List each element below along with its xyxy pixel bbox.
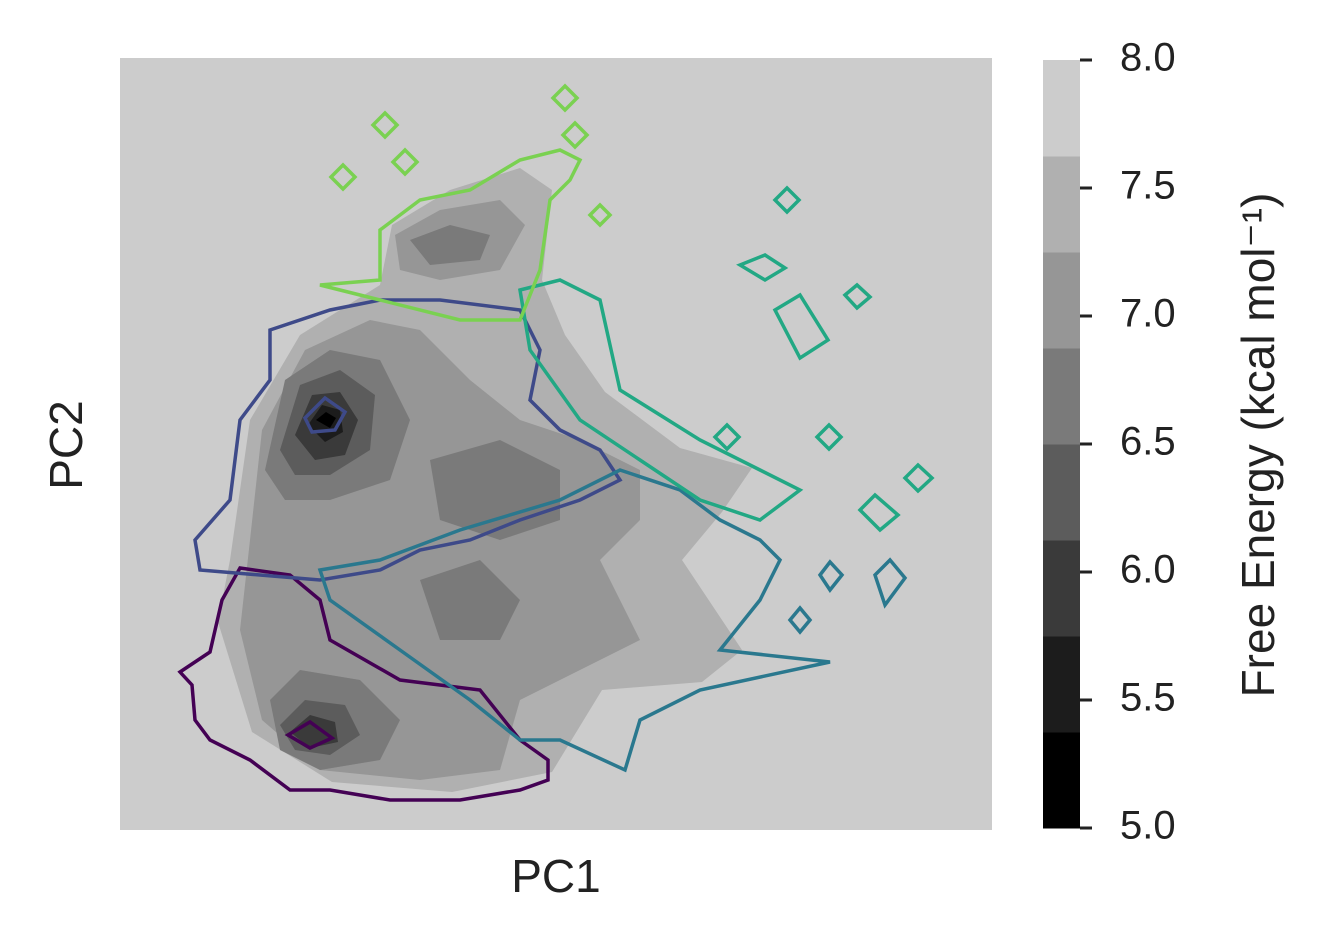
cluster-outline [193, 298, 623, 582]
colorbar-band [1043, 348, 1080, 445]
energy-level [290, 392, 358, 748]
cluster-outline [518, 185, 935, 533]
colorbar-tick-label: 5.5 [1120, 676, 1176, 720]
cluster-outline [177, 566, 550, 802]
colorbar-tick-label: 8.0 [1120, 36, 1176, 80]
colorbar-band [1043, 60, 1080, 157]
energy-level [280, 370, 375, 755]
colorbar-band [1043, 540, 1080, 637]
energy-level [265, 225, 560, 770]
colorbar-band [1043, 636, 1080, 733]
colorbar-band [1043, 252, 1080, 349]
energy-level [316, 412, 336, 428]
colorbar-tick-label: 7.5 [1120, 164, 1176, 208]
colorbar-band [1043, 444, 1080, 541]
colorbar-label: Free Energy (kcal mol⁻¹) [1232, 193, 1284, 698]
cluster-outline [319, 83, 613, 322]
colorbar-tick-label: 6.0 [1120, 548, 1176, 592]
x-axis-label: PC1 [511, 850, 600, 902]
colorbar-tick-label: 6.5 [1120, 420, 1176, 464]
colorbar-tick-label: 5.0 [1120, 804, 1176, 848]
colorbar-tick-label: 7.0 [1120, 292, 1176, 336]
plot-area [120, 58, 992, 830]
colorbar-band [1043, 732, 1080, 829]
colorbar-band [1043, 156, 1080, 253]
y-axis-label: PC2 [40, 400, 92, 489]
cluster-outline [317, 468, 908, 773]
